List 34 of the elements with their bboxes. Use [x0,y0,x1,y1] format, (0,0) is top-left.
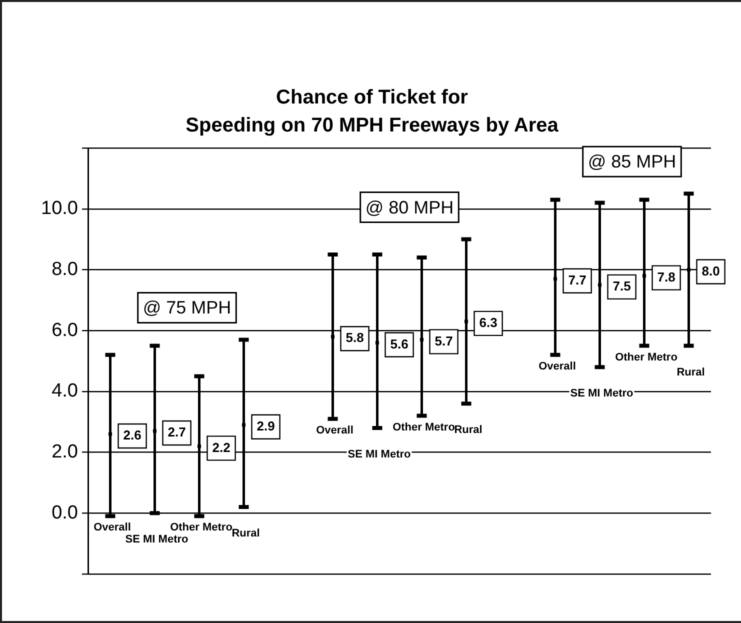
data-label: 7.5 [612,278,631,294]
data-label: 6.3 [479,315,498,330]
chart-title: Chance of Ticket for Speeding on 70 MPH Freeways by Area [186,86,560,137]
x-tick-label: Rural [676,366,705,378]
data-label: 2.2 [212,440,230,455]
x-tick-label: Other Metro [615,351,678,364]
x-tick-label: SE MI Metro [125,534,189,546]
x-tick-label: Rural [232,528,260,540]
y-tick-label: 10.0 [41,198,78,220]
data-label: 5.7 [434,333,453,348]
y-tick-label: 0.0 [52,502,78,524]
x-tick-label: Other Metro [170,522,233,534]
data-label: 5.8 [346,330,364,346]
x-tick-label: Rural [454,424,482,436]
x-tick-label: SE MI Metro [348,448,412,460]
x-tick-label: Overall [316,424,354,436]
annotation: @ 85 MPH [588,152,676,172]
data-label: 2.7 [168,424,186,440]
data-label: 8.0 [702,263,720,278]
data-label: 7.8 [657,269,676,284]
x-tick-label: SE MI Metro [570,388,634,400]
annotation: @ 80 MPH [365,197,454,218]
x-tick-label: Other Metro [392,421,456,434]
y-tick-label: 8.0 [52,258,78,280]
annotation: @ 75 MPH [142,298,232,318]
data-label: 5.6 [390,336,408,352]
x-tick-label: Overall [94,522,131,534]
x-tick-label: Overall [538,360,576,372]
data-label: 2.6 [123,428,142,443]
y-tick-label: 2.0 [52,442,78,463]
data-label: 7.7 [568,272,586,288]
y-tick-label: 4.0 [52,380,78,402]
data-label: 2.9 [256,418,275,434]
y-tick-label: 6.0 [52,320,78,341]
